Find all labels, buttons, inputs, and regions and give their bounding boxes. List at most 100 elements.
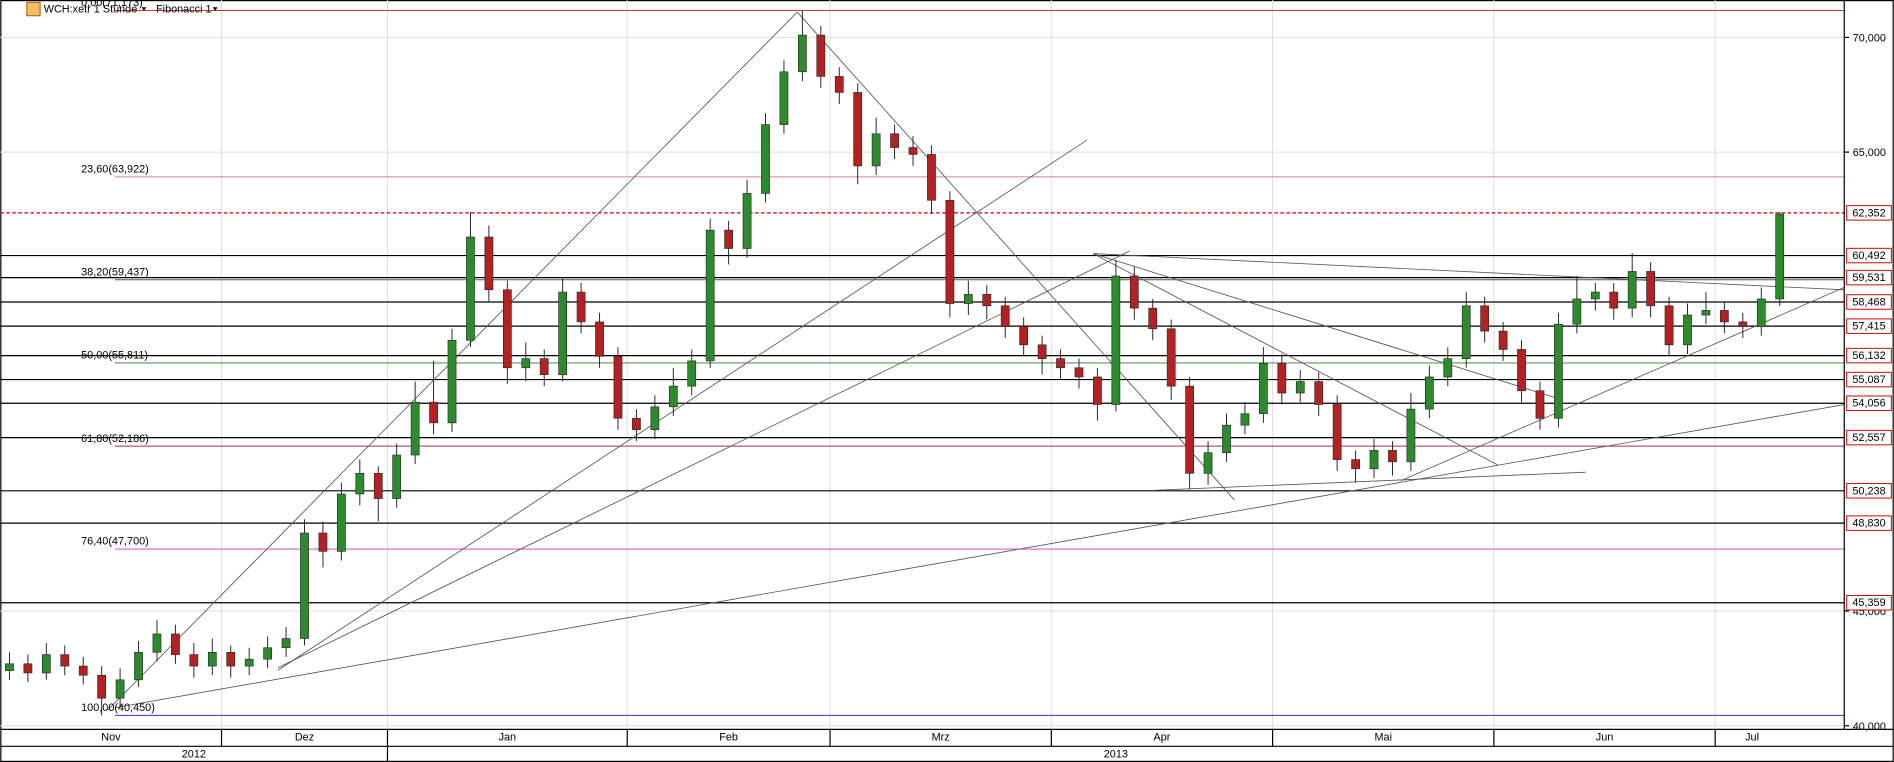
candle-body bbox=[484, 236, 494, 291]
fib-label: 100,00(40,450) bbox=[81, 702, 155, 714]
candle-body bbox=[78, 665, 88, 676]
candle-body bbox=[613, 356, 623, 419]
candle-body bbox=[1554, 323, 1563, 419]
fib-label: 76,40(47,700) bbox=[81, 536, 149, 548]
candle-body bbox=[41, 654, 51, 674]
x-tick-label: Dez bbox=[295, 732, 314, 744]
y-tick-label: 40,000 bbox=[1853, 721, 1886, 733]
level-box bbox=[1846, 318, 1892, 334]
trend-lines bbox=[107, 11, 1845, 711]
candle-body bbox=[1683, 314, 1692, 346]
candle-body bbox=[1259, 362, 1268, 414]
candle-body bbox=[60, 654, 70, 667]
candle-body bbox=[300, 532, 309, 639]
candle-body bbox=[816, 34, 826, 77]
candle-body bbox=[705, 229, 715, 362]
candle-body bbox=[1222, 424, 1231, 453]
candle-body bbox=[373, 473, 383, 499]
candle-body bbox=[1627, 271, 1637, 309]
header: WCH:xetr 1 Stunde Fibonacci 1 bbox=[26, 1, 218, 17]
candle-body bbox=[1609, 291, 1619, 309]
candle-body bbox=[1369, 450, 1379, 470]
candle-body bbox=[226, 652, 236, 667]
candle-body bbox=[1480, 305, 1490, 332]
candle-body bbox=[1517, 349, 1526, 392]
candle-body bbox=[558, 291, 568, 375]
candle-body bbox=[927, 154, 936, 201]
candle-body bbox=[134, 652, 143, 681]
candle-body bbox=[1535, 390, 1545, 419]
fib-label: 0,00(71,173) bbox=[81, 0, 143, 9]
candle-body bbox=[23, 663, 33, 674]
candle-body bbox=[97, 674, 107, 699]
level-label: 58,468 bbox=[1852, 296, 1885, 308]
candle-body bbox=[207, 652, 217, 667]
candle-body bbox=[963, 294, 973, 304]
candle-body bbox=[779, 71, 789, 125]
candle-body bbox=[1590, 291, 1600, 300]
level-box bbox=[1846, 205, 1892, 221]
level-box bbox=[1846, 269, 1892, 286]
candle-body bbox=[189, 654, 199, 667]
level-label: 52,557 bbox=[1852, 432, 1885, 444]
candle-body bbox=[1351, 459, 1360, 470]
candle-body bbox=[171, 633, 180, 655]
candle-body bbox=[1314, 381, 1324, 405]
candle-body bbox=[1111, 275, 1121, 405]
level-box bbox=[1846, 294, 1892, 310]
x-tick-label: Feb bbox=[719, 732, 738, 744]
trend-line bbox=[277, 250, 1130, 669]
level-box bbox=[1846, 429, 1892, 446]
level-box bbox=[1846, 515, 1892, 531]
level-label: 60,492 bbox=[1852, 250, 1885, 262]
candle-body bbox=[890, 133, 899, 148]
candle-body bbox=[1093, 376, 1102, 405]
x-tick-label: Jan bbox=[499, 732, 517, 744]
level-label: 45,359 bbox=[1852, 597, 1885, 609]
trend-line bbox=[1093, 253, 1845, 291]
candle-body bbox=[1498, 330, 1508, 350]
candle-body bbox=[392, 454, 402, 499]
candle-body bbox=[724, 229, 733, 249]
dropdown-arrow[interactable] bbox=[212, 7, 218, 11]
candle-body bbox=[1185, 385, 1194, 474]
level-box bbox=[1846, 595, 1892, 611]
candle-body bbox=[1424, 376, 1434, 410]
candle-body bbox=[115, 679, 125, 699]
candle-body bbox=[521, 358, 531, 369]
candle-body bbox=[853, 92, 863, 167]
candle-body bbox=[152, 633, 162, 653]
candle-body bbox=[595, 321, 604, 357]
candle-body bbox=[1664, 305, 1674, 346]
year-label: 2013 bbox=[1104, 749, 1128, 761]
level-label: 55,087 bbox=[1852, 374, 1885, 386]
x-tick-label: Jun bbox=[1596, 732, 1614, 744]
candle-body bbox=[1701, 310, 1711, 316]
level-label: 54,056 bbox=[1852, 398, 1885, 410]
candle-body bbox=[337, 493, 346, 552]
candle-body bbox=[355, 473, 365, 495]
dropdown-arrow[interactable] bbox=[141, 7, 147, 11]
candle-body bbox=[447, 339, 457, 424]
level-label: 50,238 bbox=[1852, 485, 1885, 497]
candle-body bbox=[1037, 344, 1047, 359]
candle-body bbox=[410, 401, 420, 456]
candle-body bbox=[1240, 413, 1250, 426]
candle-body bbox=[1019, 326, 1029, 346]
candle-body bbox=[1443, 358, 1453, 378]
candle-body bbox=[834, 76, 844, 93]
trend-line bbox=[1400, 287, 1845, 482]
fib-label: 61,80(52,186) bbox=[81, 433, 149, 445]
fib-label: 50,00(55,811) bbox=[81, 350, 148, 362]
x-tick-label: Mrz bbox=[932, 732, 950, 744]
candle-body bbox=[945, 200, 955, 304]
x-tick-label: Mai bbox=[1374, 732, 1392, 744]
level-box bbox=[1846, 347, 1892, 364]
candle-body bbox=[1388, 450, 1397, 463]
candle-body bbox=[1572, 298, 1582, 325]
candle-body bbox=[982, 294, 992, 307]
candle-body bbox=[1332, 404, 1342, 460]
candle-body bbox=[1461, 305, 1471, 359]
